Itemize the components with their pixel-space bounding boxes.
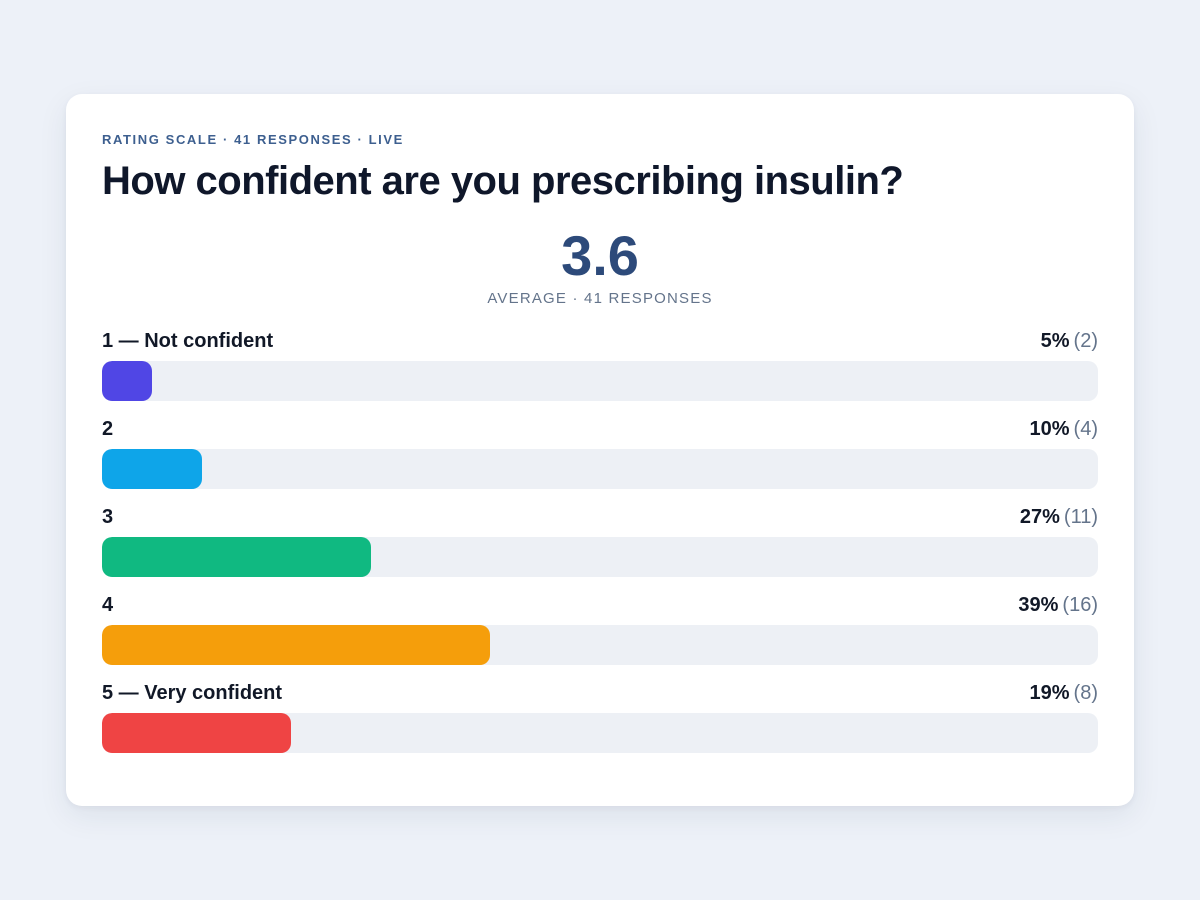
rating-percent: 19%	[1029, 682, 1070, 704]
average-summary: 3.6 AVERAGE · 41 RESPONSES	[102, 226, 1098, 308]
rating-label: 1 — Not confident	[102, 330, 274, 352]
rating-count: (8)	[1073, 682, 1098, 704]
poll-results-card: RATING SCALE · 41 RESPONSES · LIVE How c…	[66, 94, 1134, 806]
rating-stat: 27% (11)	[1020, 506, 1098, 528]
rating-label: 4	[102, 594, 114, 616]
rating-bar-track	[102, 537, 1098, 577]
rating-count: (4)	[1073, 418, 1098, 440]
rating-row-4: 4 39% (16)	[102, 594, 1098, 665]
rating-row-1: 1 — Not confident 5% (2)	[102, 330, 1098, 401]
average-value: 3.6	[561, 224, 639, 287]
rating-label: 3	[102, 506, 114, 528]
rating-bar-track	[102, 449, 1098, 489]
rating-stat: 5% (2)	[1041, 330, 1098, 352]
rating-percent: 27%	[1019, 506, 1060, 528]
rating-bar-fill	[102, 625, 491, 665]
rating-count: (11)	[1063, 506, 1098, 528]
rating-bar-track	[102, 361, 1098, 401]
rating-stat: 39% (16)	[1018, 594, 1098, 616]
rating-stat: 19% (8)	[1030, 682, 1098, 704]
rating-row-3: 3 27% (11)	[102, 506, 1098, 577]
rating-percent: 5%	[1040, 330, 1070, 352]
rating-label: 5 — Very confident	[102, 682, 283, 704]
average-label: AVERAGE · 41 RESPONSES	[487, 290, 713, 307]
rating-bar-fill	[102, 449, 202, 489]
rating-count: (2)	[1073, 330, 1098, 352]
rating-row-2: 2 10% (4)	[102, 418, 1098, 489]
rating-row-5: 5 — Very confident 19% (8)	[102, 682, 1098, 753]
rating-bar-track	[102, 625, 1098, 665]
rating-stat: 10% (4)	[1030, 418, 1098, 440]
rating-percent: 39%	[1018, 594, 1059, 616]
rating-bar-fill	[102, 361, 152, 401]
rating-bar-track	[102, 713, 1098, 753]
poll-question-title: How confident are you prescribing insuli…	[102, 159, 904, 203]
poll-meta-eyebrow: RATING SCALE · 41 RESPONSES · LIVE	[102, 132, 404, 147]
rating-bar-fill	[102, 713, 292, 753]
rating-count: (16)	[1062, 594, 1098, 616]
rating-bar-fill	[102, 537, 371, 577]
rating-distribution: 1 — Not confident 5% (2) 2 10% (4) 3 27% (1…	[102, 330, 1098, 753]
rating-percent: 10%	[1029, 418, 1070, 440]
rating-label: 2	[102, 418, 114, 440]
